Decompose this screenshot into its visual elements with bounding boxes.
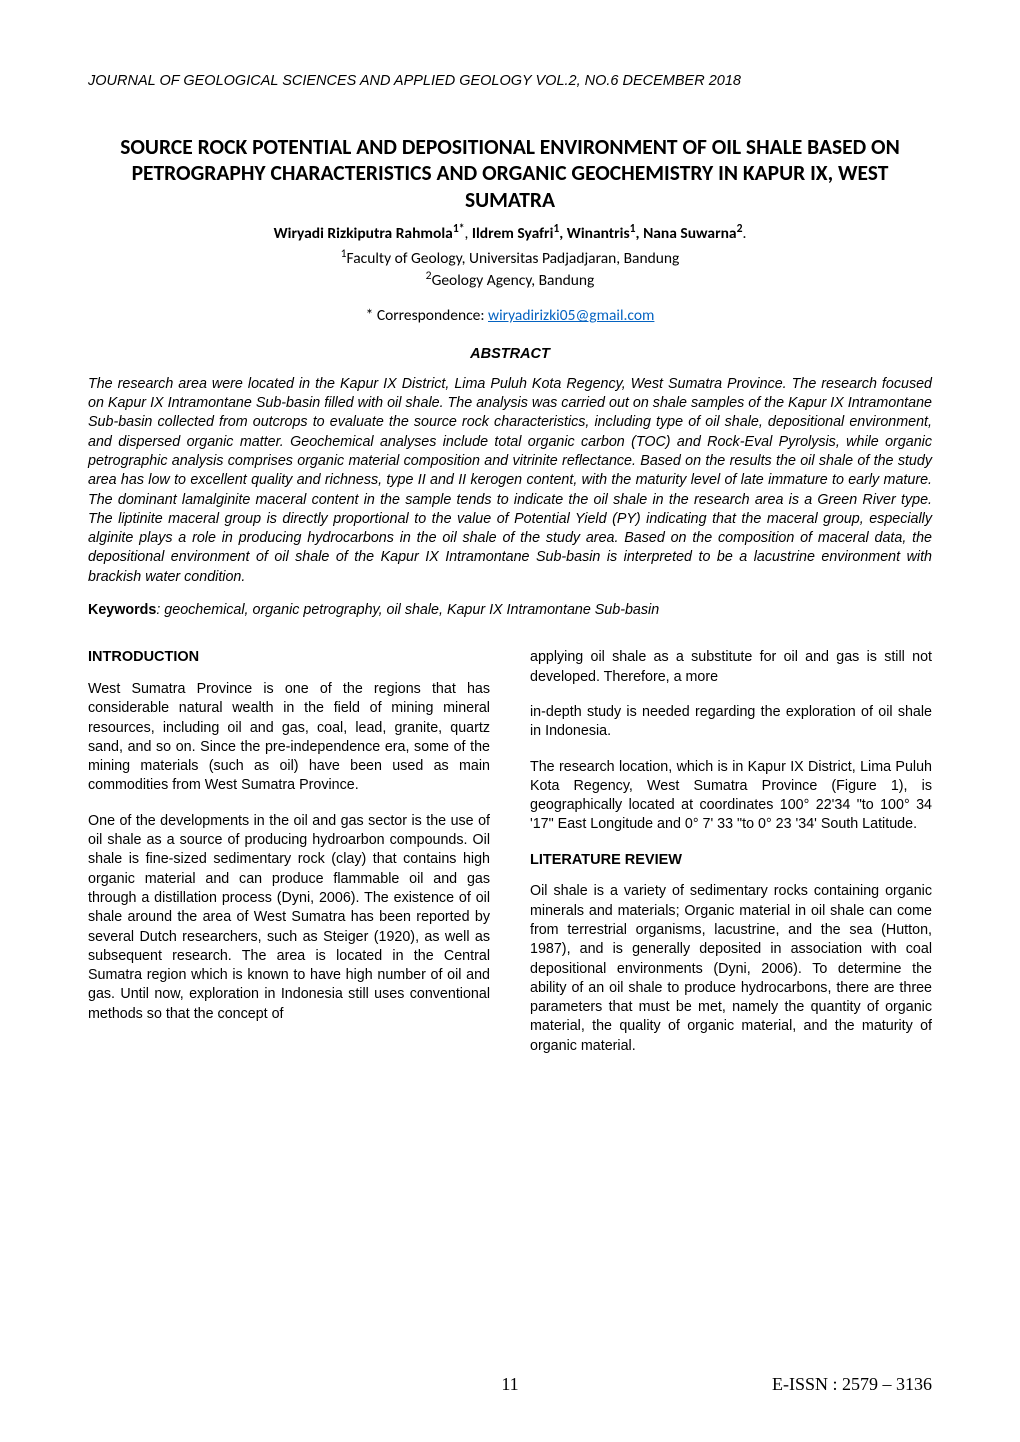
title-line-2: PETROGRAPHY CHARACTERISTICS AND ORGANIC … xyxy=(132,160,889,186)
page-number: 11 xyxy=(501,1372,518,1396)
introduction-heading: INTRODUCTION xyxy=(88,648,490,668)
column-right: applying oil shale as a substitute for o… xyxy=(530,648,932,1072)
abstract-text: The research area were located in the Ka… xyxy=(88,375,932,587)
authors-tail: . xyxy=(742,224,746,243)
author-2-sup: 1 xyxy=(553,222,559,236)
affil-1-text: Faculty of Geology, Universitas Padjadja… xyxy=(347,249,680,268)
literature-review-heading: LITERATURE REVIEW xyxy=(530,851,932,871)
correspondence-line: * Correspondence: wiryadirizki05@gmail.c… xyxy=(88,306,932,327)
col2-paragraph-1: applying oil shale as a substitute for o… xyxy=(530,648,932,687)
author-3: Winantris xyxy=(567,224,630,243)
eissn-label: E-ISSN : 2579 – 3136 xyxy=(772,1372,932,1396)
page-footer: 11 E-ISSN : 2579 – 3136 xyxy=(88,1372,932,1396)
intro-paragraph-1: West Sumatra Province is one of the regi… xyxy=(88,680,490,796)
title-line-1: SOURCE ROCK POTENTIAL AND DEPOSITIONAL E… xyxy=(120,134,900,160)
body-columns: INTRODUCTION West Sumatra Province is on… xyxy=(88,648,932,1072)
author-1: Wiryadi Rizkiputra Rahmola xyxy=(274,224,453,243)
abstract-heading: ABSTRACT xyxy=(88,345,932,365)
author-4: Nana Suwarna xyxy=(643,224,737,243)
col2-paragraph-3: The research location, which is in Kapur… xyxy=(530,758,932,835)
intro-paragraph-2: One of the developments in the oil and g… xyxy=(88,812,490,1024)
author-1-sup: 1* xyxy=(453,222,465,236)
paper-title: SOURCE ROCK POTENTIAL AND DEPOSITIONAL E… xyxy=(98,134,922,215)
affiliation-1: 1Faculty of Geology, Universitas Padjadj… xyxy=(88,247,932,269)
running-header: JOURNAL OF GEOLOGICAL SCIENCES AND APPLI… xyxy=(88,72,932,92)
keywords-label: Keywords xyxy=(88,602,156,618)
keywords-text: : geochemical, organic petrography, oil … xyxy=(156,602,659,618)
correspondence-email-link[interactable]: wiryadirizki05@gmail.com xyxy=(488,306,654,325)
author-2: Ildrem Syafri xyxy=(472,224,554,243)
affiliation-2: 2Geology Agency, Bandung xyxy=(88,269,932,291)
author-3-sup: 1 xyxy=(630,222,636,236)
title-line-3: SUMATRA xyxy=(465,187,555,213)
keywords-line: Keywords: geochemical, organic petrograp… xyxy=(88,601,932,620)
lit-paragraph-1: Oil shale is a variety of sedimentary ro… xyxy=(530,882,932,1056)
column-left: INTRODUCTION West Sumatra Province is on… xyxy=(88,648,490,1072)
correspondence-prefix: * Correspondence: xyxy=(366,306,488,325)
affil-2-text: Geology Agency, Bandung xyxy=(432,271,595,290)
authors-line: Wiryadi Rizkiputra Rahmola1*, Ildrem Sya… xyxy=(88,222,932,245)
col2-paragraph-2: in-depth study is needed regarding the e… xyxy=(530,703,932,742)
